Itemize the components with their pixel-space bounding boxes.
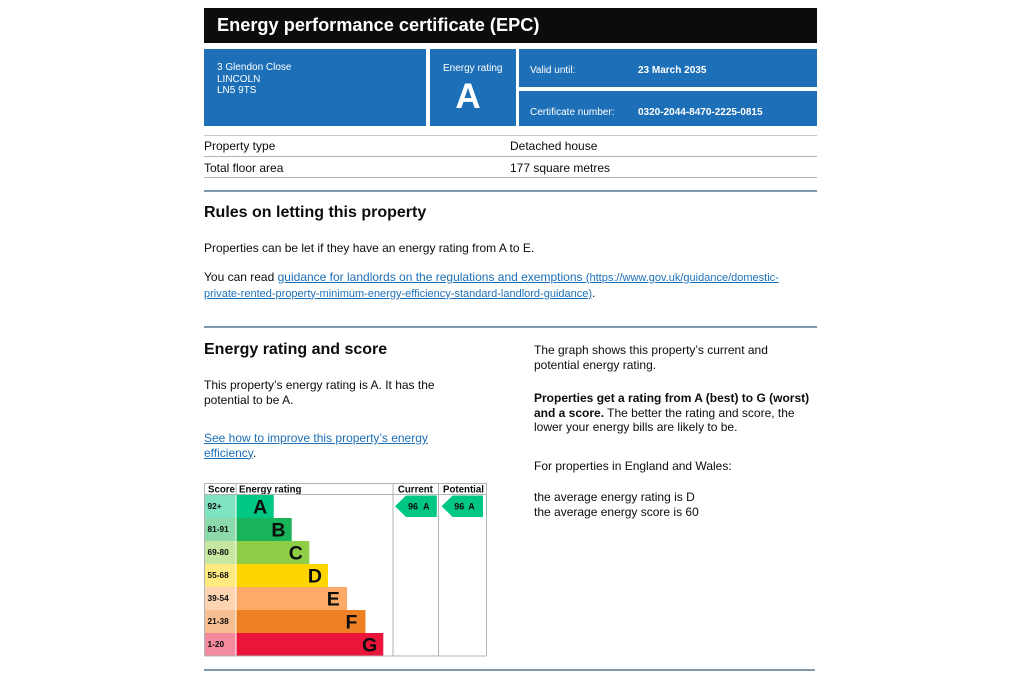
svg-text:G: G [362, 635, 377, 657]
svg-text:96: 96 [454, 502, 464, 512]
svg-text:Score: Score [208, 485, 236, 496]
svg-text:F: F [345, 612, 357, 634]
svg-text:D: D [308, 566, 322, 588]
svg-text:21-38: 21-38 [208, 616, 230, 626]
svg-text:1-20: 1-20 [208, 639, 225, 649]
svg-text:39-54: 39-54 [208, 593, 230, 603]
svg-text:A: A [423, 502, 430, 512]
svg-text:E: E [327, 589, 340, 611]
svg-text:92+: 92+ [208, 501, 222, 511]
svg-text:Energy rating: Energy rating [239, 485, 302, 496]
svg-text:B: B [271, 520, 285, 542]
svg-text:96: 96 [408, 502, 418, 512]
svg-text:Current: Current [398, 485, 434, 496]
svg-text:A: A [253, 497, 267, 519]
svg-text:C: C [289, 543, 303, 565]
svg-text:A: A [468, 502, 475, 512]
svg-text:Potential: Potential [443, 485, 484, 496]
svg-text:55-68: 55-68 [208, 570, 230, 580]
svg-text:81-91: 81-91 [208, 524, 230, 534]
svg-text:69-80: 69-80 [208, 547, 230, 557]
